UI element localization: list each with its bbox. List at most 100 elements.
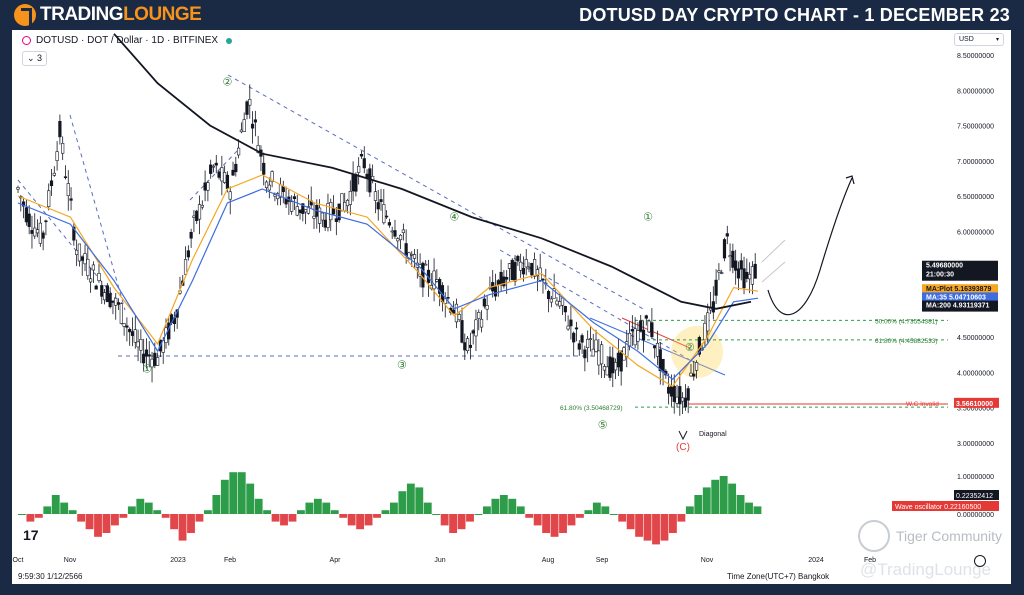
- oscillator-bar: [305, 502, 314, 514]
- oscillator-bar: [652, 514, 660, 545]
- candle-body: [183, 259, 188, 275]
- y-tick-label: 8.00000000: [957, 88, 994, 95]
- oscillator-bar: [390, 502, 398, 514]
- candle-body: [678, 386, 682, 405]
- candle-body: [298, 209, 302, 213]
- candle-body: [683, 397, 687, 408]
- candle-body: [644, 315, 648, 319]
- candle-body: [460, 320, 464, 343]
- candle-body: [55, 151, 59, 161]
- header-banner: TRADINGLOUNGE DOTUSD DAY CRYPTO CHART - …: [0, 0, 1024, 30]
- candle-body: [72, 226, 76, 241]
- candle-body: [435, 279, 439, 282]
- candle-body: [139, 338, 143, 351]
- candle-body: [555, 300, 559, 305]
- oscillator-bar: [415, 487, 424, 514]
- candle-body: [560, 297, 565, 306]
- x-tick-label: Nov: [701, 557, 714, 564]
- polkadot-icon: [22, 36, 31, 45]
- y-tick-label: 6.50000000: [957, 194, 994, 201]
- candle-body: [142, 353, 146, 364]
- oscillator-bar: [85, 514, 94, 530]
- osc-value-tag: 0.22352412: [956, 493, 993, 500]
- candle-body: [465, 338, 470, 352]
- oscillator-bar: [313, 498, 322, 514]
- oscillator-bar: [694, 495, 703, 514]
- oscillator-bar: [43, 506, 52, 514]
- candle-body: [619, 350, 623, 372]
- candle-body: [206, 182, 210, 191]
- candle-body: [337, 203, 341, 221]
- candle-body: [513, 262, 517, 282]
- x-tick-label: Aug: [542, 557, 555, 564]
- candle-body: [348, 191, 352, 205]
- candle-body: [463, 342, 467, 351]
- oscillator-bar: [618, 514, 627, 522]
- candle-body: [608, 356, 612, 378]
- candle-body: [225, 174, 230, 189]
- candle-body: [602, 366, 607, 371]
- candle-body: [47, 190, 51, 207]
- collapse-indicators-button[interactable]: ⌄ 3: [22, 51, 48, 66]
- candle-body: [301, 203, 305, 214]
- x-tick-label: Oct: [13, 557, 24, 564]
- y-tick-label: 4.00000000: [957, 370, 994, 377]
- oscillator-bar: [77, 514, 86, 522]
- candle-body: [452, 309, 456, 314]
- oscillator-bar: [68, 510, 77, 514]
- candle-body: [583, 349, 587, 359]
- candle-body: [379, 199, 383, 202]
- candle-body: [661, 358, 665, 373]
- candle-body: [89, 278, 93, 283]
- oscillator-bar: [51, 495, 60, 514]
- candle-body: [256, 145, 260, 153]
- candle-body: [493, 286, 498, 297]
- candle-body: [267, 184, 271, 191]
- chart-panel[interactable]: [12, 30, 1011, 584]
- candle-body: [75, 249, 79, 255]
- fib-level-label: 61.80% (3.50468729): [560, 405, 623, 412]
- candle-body: [214, 162, 218, 166]
- candle-body: [591, 348, 595, 357]
- oscillator-bar: [559, 514, 567, 533]
- currency-select[interactable]: USD ▾: [954, 33, 1004, 46]
- candle-body: [401, 229, 405, 234]
- candle-body: [357, 165, 361, 173]
- wave-label: ①: [142, 363, 152, 375]
- candle-body: [306, 206, 311, 214]
- oscillator-bar: [567, 514, 576, 526]
- oscillator-bar: [60, 502, 69, 514]
- candle-body: [343, 202, 347, 212]
- symbol-header[interactable]: DOTUSD · DOT / Dollar · 1D · BITFINEX: [22, 35, 233, 46]
- candle-body: [354, 174, 358, 192]
- x-tick-label: Feb: [224, 557, 236, 564]
- oscillator-bar: [204, 510, 212, 514]
- candle-body: [412, 254, 417, 259]
- oscillator-bar: [466, 514, 474, 522]
- candle-body: [390, 230, 394, 233]
- candle-body: [421, 262, 425, 288]
- candle-body: [563, 305, 567, 313]
- diagonal-label: Diagonal: [699, 431, 727, 438]
- settings-icon[interactable]: [974, 555, 986, 567]
- chevron-down-icon: ▾: [995, 37, 999, 43]
- candle-body: [393, 230, 397, 237]
- candle-body: [41, 232, 45, 239]
- candle-body: [398, 234, 403, 241]
- candle-body: [650, 322, 654, 338]
- invalid-label: W.C Invalid: [906, 401, 939, 408]
- oscillator-bar: [364, 514, 373, 526]
- candle-body: [672, 386, 676, 402]
- fib-level-label: 61.80% (4.45882533): [875, 338, 938, 345]
- symbol-title: DOTUSD · DOT / Dollar · 1D · BITFINEX: [36, 35, 219, 46]
- oscillator-bar: [719, 476, 728, 514]
- footer-timezone[interactable]: Time Zone(UTC+7) Bangkok: [727, 572, 830, 581]
- last-price-tag-bg: [922, 260, 998, 281]
- wave-c-label: (C): [676, 442, 690, 453]
- ma35-tag-bg: [922, 292, 998, 304]
- oscillator-bar: [246, 483, 255, 514]
- ma200-tag: MA:200 4.93119371: [926, 303, 990, 310]
- tradinglounge-logo: TRADINGLOUNGE: [14, 3, 202, 27]
- candle-body: [52, 172, 56, 176]
